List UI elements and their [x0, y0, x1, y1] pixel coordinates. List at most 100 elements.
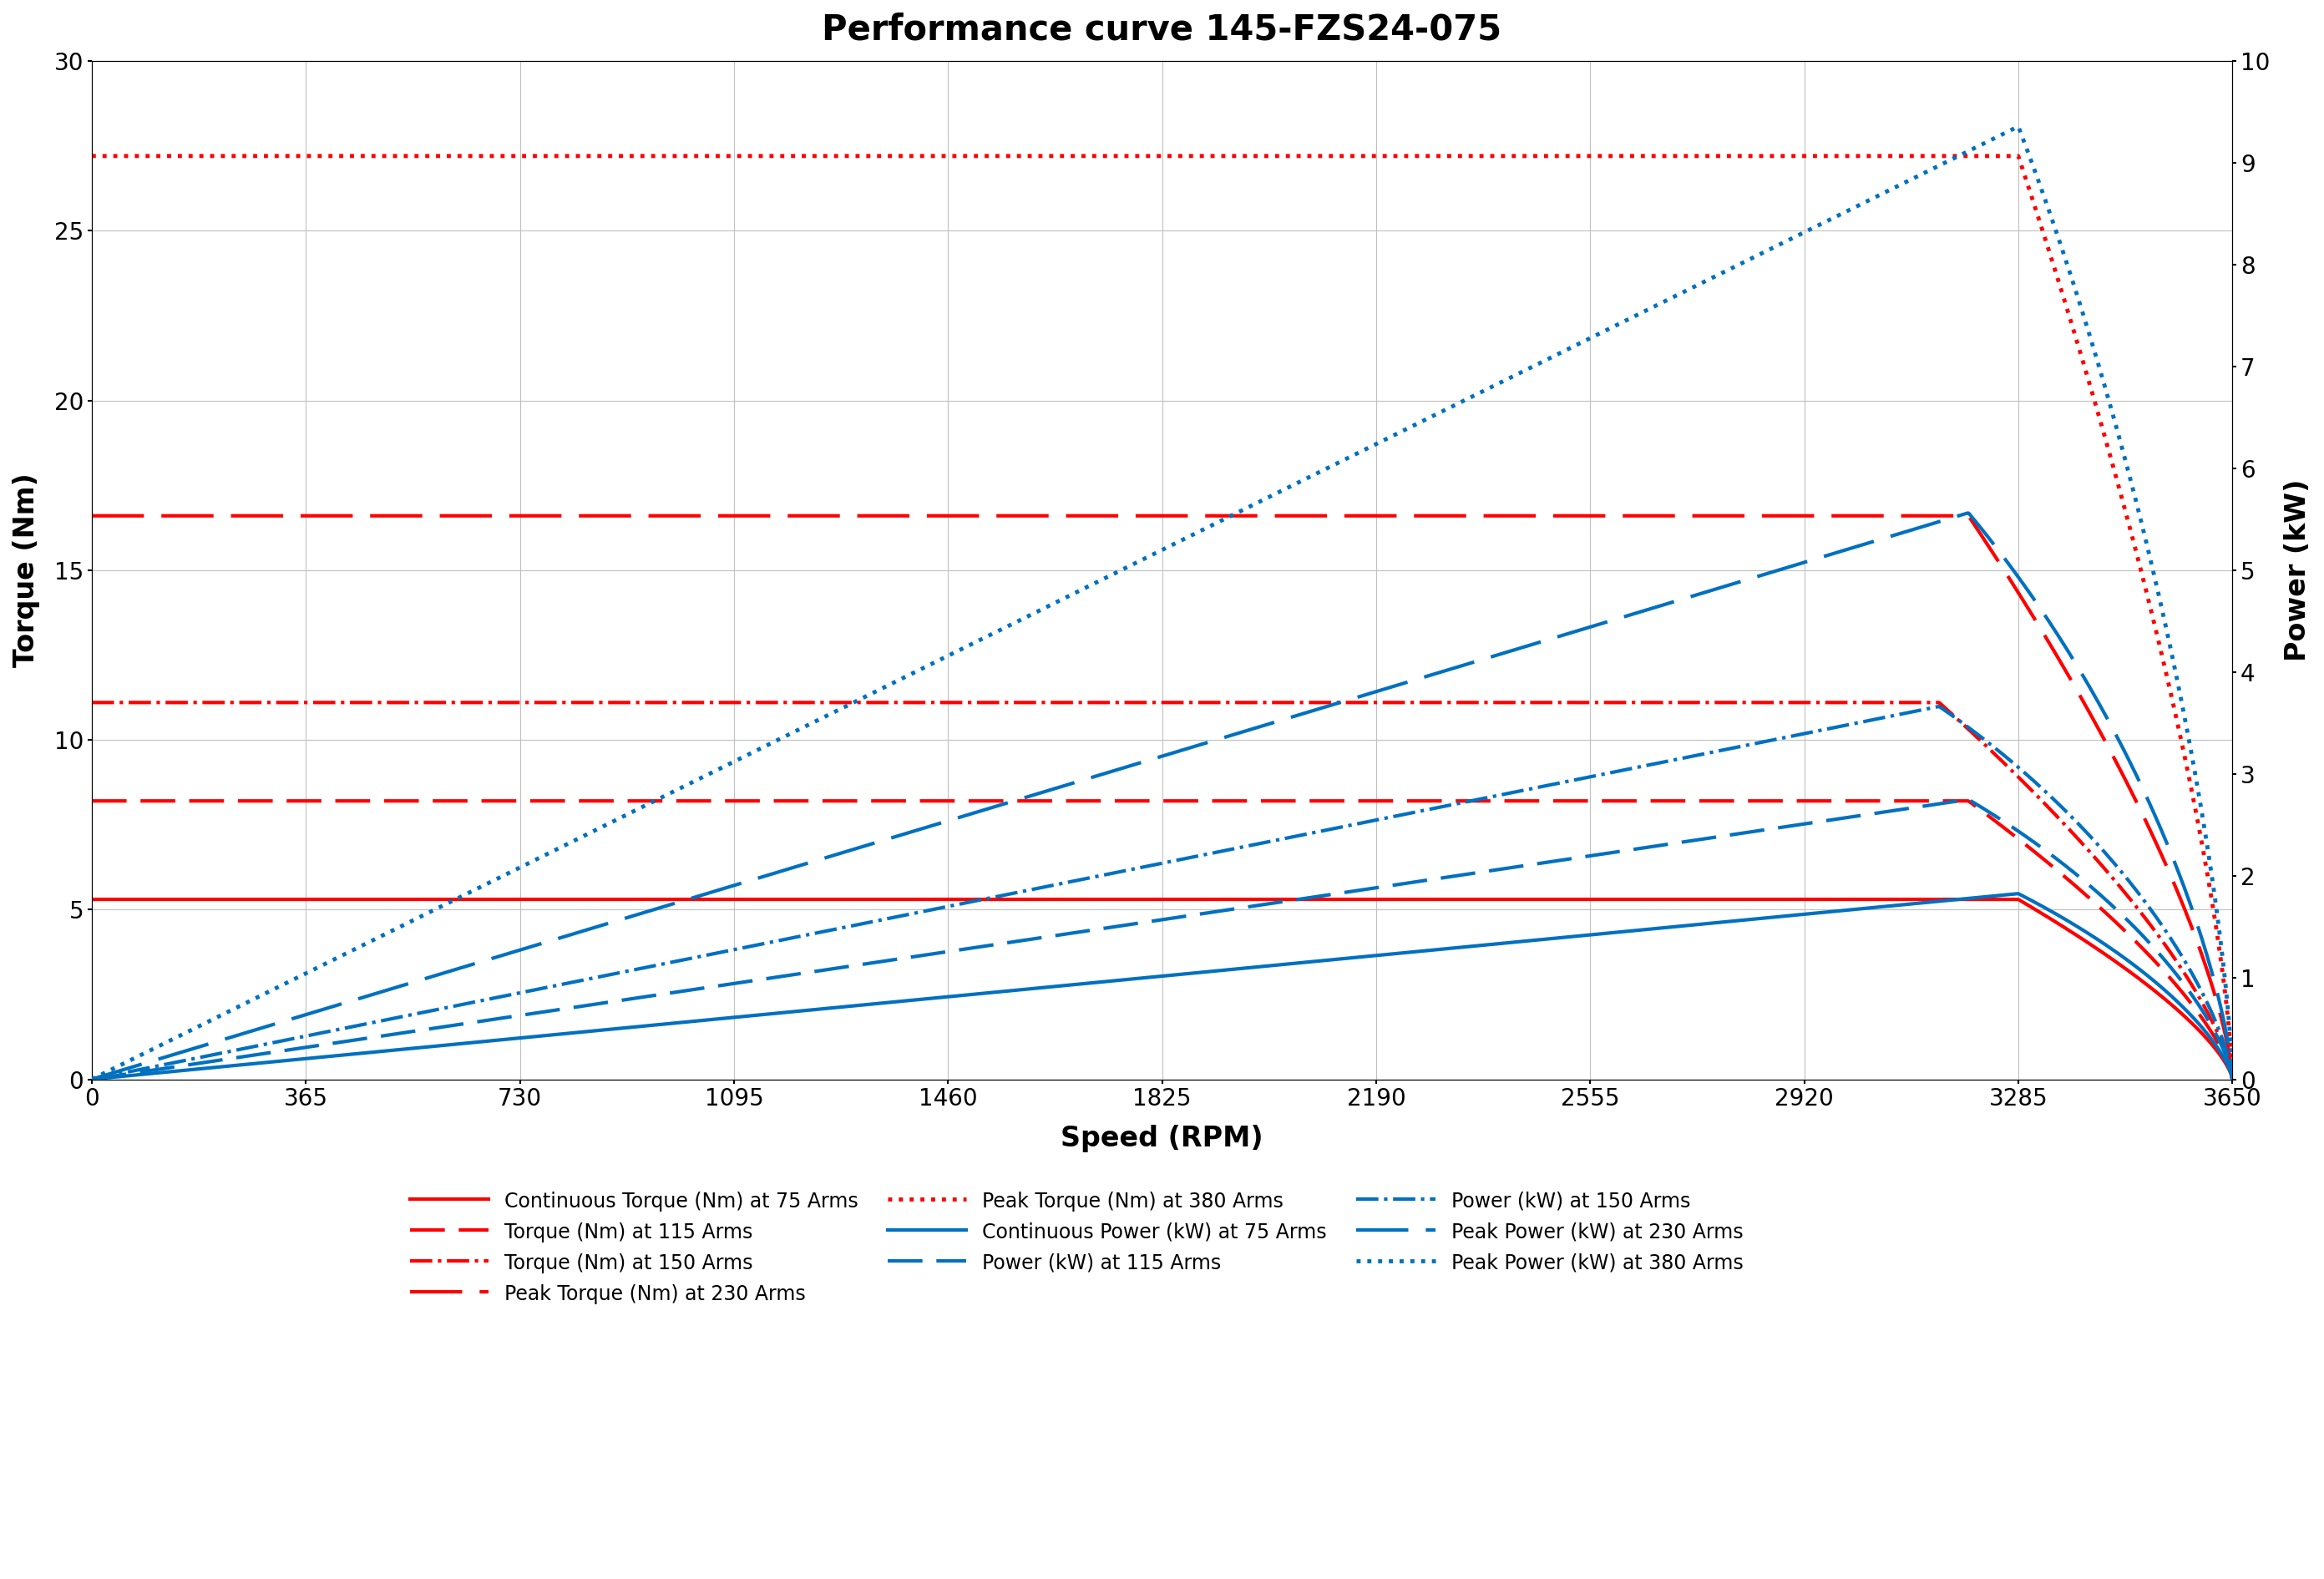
Peak Power (kW) at 380 Arms [2157, 638, 2185, 657]
Title: Performance curve 145-FZS24-075: Performance curve 145-FZS24-075 [823, 13, 1501, 47]
Power (kW) at 115 Arms [2157, 957, 2185, 976]
Peak Power (kW) at 230 Arms [2157, 845, 2185, 864]
Continuous Power (kW) at 75 Arms [186, 1060, 214, 1078]
Peak Power (kW) at 380 Arms [1062, 583, 1090, 602]
Continuous Torque (Nm) at 75 Arms [1062, 891, 1090, 910]
Torque (Nm) at 115 Arms [1062, 791, 1090, 810]
Peak Torque (Nm) at 230 Arms [1118, 507, 1146, 526]
Peak Power (kW) at 380 Arms [77, 1071, 105, 1090]
Power (kW) at 115 Arms [1954, 790, 1982, 808]
Peak Torque (Nm) at 380 Arms [2157, 682, 2185, 701]
Peak Power (kW) at 230 Arms [2157, 842, 2185, 861]
Continuous Power (kW) at 75 Arms [2219, 1071, 2247, 1090]
Peak Power (kW) at 230 Arms [2219, 1071, 2247, 1090]
Power (kW) at 115 Arms [2219, 1071, 2247, 1090]
Torque (Nm) at 150 Arms [2219, 1071, 2247, 1090]
Continuous Power (kW) at 75 Arms [1764, 908, 1792, 927]
Torque (Nm) at 115 Arms [77, 791, 105, 810]
Peak Power (kW) at 230 Arms [1954, 504, 1982, 523]
Power (kW) at 115 Arms [1764, 818, 1792, 837]
Torque (Nm) at 150 Arms [1118, 693, 1146, 712]
Power (kW) at 150 Arms [2157, 930, 2185, 949]
Power (kW) at 150 Arms [186, 1048, 214, 1067]
Continuous Torque (Nm) at 75 Arms [1118, 891, 1146, 910]
Line: Peak Power (kW) at 380 Arms: Peak Power (kW) at 380 Arms [91, 126, 2233, 1080]
Line: Continuous Torque (Nm) at 75 Arms: Continuous Torque (Nm) at 75 Arms [91, 900, 2233, 1080]
Continuous Power (kW) at 75 Arms [2003, 884, 2031, 903]
Peak Power (kW) at 380 Arms [1764, 237, 1792, 256]
Continuous Torque (Nm) at 75 Arms [186, 891, 214, 910]
Peak Torque (Nm) at 230 Arms [186, 507, 214, 526]
Continuous Torque (Nm) at 75 Arms [1764, 891, 1792, 910]
Continuous Torque (Nm) at 75 Arms [2219, 1071, 2247, 1090]
Torque (Nm) at 150 Arms [1764, 693, 1792, 712]
Torque (Nm) at 150 Arms [186, 693, 214, 712]
Peak Power (kW) at 380 Arms [186, 1015, 214, 1034]
Peak Torque (Nm) at 380 Arms [2219, 1071, 2247, 1090]
Torque (Nm) at 115 Arms [1118, 791, 1146, 810]
Continuous Torque (Nm) at 75 Arms [2154, 993, 2182, 1012]
Peak Power (kW) at 380 Arms [1118, 554, 1146, 573]
Y-axis label: Torque (Nm): Torque (Nm) [12, 474, 40, 668]
Peak Torque (Nm) at 380 Arms [2154, 677, 2182, 696]
Torque (Nm) at 115 Arms [2219, 1071, 2247, 1090]
Peak Power (kW) at 380 Arms [2157, 643, 2185, 662]
Peak Power (kW) at 230 Arms [1062, 772, 1090, 791]
Continuous Power (kW) at 75 Arms [1062, 974, 1090, 993]
Peak Power (kW) at 230 Arms [1118, 756, 1146, 775]
Peak Power (kW) at 230 Arms [186, 1037, 214, 1056]
Peak Torque (Nm) at 380 Arms [77, 147, 105, 166]
Power (kW) at 115 Arms [2157, 958, 2185, 977]
Continuous Power (kW) at 75 Arms [2157, 987, 2185, 1006]
Peak Torque (Nm) at 380 Arms [1118, 147, 1146, 166]
Peak Torque (Nm) at 380 Arms [186, 147, 214, 166]
Continuous Torque (Nm) at 75 Arms [2157, 995, 2185, 1014]
Torque (Nm) at 150 Arms [77, 693, 105, 712]
Peak Torque (Nm) at 230 Arms [77, 507, 105, 526]
Peak Power (kW) at 230 Arms [1764, 561, 1792, 579]
Power (kW) at 150 Arms [1924, 696, 1952, 715]
Peak Torque (Nm) at 230 Arms [2154, 862, 2182, 881]
Power (kW) at 150 Arms [2157, 928, 2185, 947]
Continuous Power (kW) at 75 Arms [1118, 970, 1146, 988]
Power (kW) at 115 Arms [77, 1071, 105, 1090]
Torque (Nm) at 150 Arms [2154, 941, 2182, 960]
X-axis label: Speed (RPM): Speed (RPM) [1060, 1124, 1264, 1153]
Torque (Nm) at 115 Arms [186, 791, 214, 810]
Power (kW) at 115 Arms [186, 1053, 214, 1072]
Power (kW) at 150 Arms [1062, 872, 1090, 891]
Continuous Power (kW) at 75 Arms [2157, 985, 2185, 1004]
Line: Continuous Power (kW) at 75 Arms: Continuous Power (kW) at 75 Arms [91, 894, 2233, 1080]
Torque (Nm) at 150 Arms [2157, 943, 2185, 962]
Peak Power (kW) at 380 Arms [2219, 1071, 2247, 1090]
Continuous Power (kW) at 75 Arms [77, 1071, 105, 1090]
Line: Power (kW) at 115 Arms: Power (kW) at 115 Arms [91, 799, 2233, 1080]
Power (kW) at 150 Arms [1118, 859, 1146, 878]
Peak Torque (Nm) at 230 Arms [1062, 507, 1090, 526]
Power (kW) at 115 Arms [1118, 914, 1146, 933]
Legend: Continuous Torque (Nm) at 75 Arms, Torque (Nm) at 115 Arms, Torque (Nm) at 150 A: Continuous Torque (Nm) at 75 Arms, Torqu… [400, 1181, 1752, 1314]
Torque (Nm) at 150 Arms [1062, 693, 1090, 712]
Torque (Nm) at 115 Arms [2154, 968, 2182, 987]
Peak Torque (Nm) at 230 Arms [1764, 507, 1792, 526]
Power (kW) at 150 Arms [1764, 729, 1792, 748]
Continuous Torque (Nm) at 75 Arms [77, 891, 105, 910]
Line: Peak Power (kW) at 230 Arms: Peak Power (kW) at 230 Arms [91, 513, 2233, 1080]
Line: Torque (Nm) at 115 Arms: Torque (Nm) at 115 Arms [91, 801, 2233, 1080]
Peak Torque (Nm) at 230 Arms [2157, 865, 2185, 884]
Peak Torque (Nm) at 380 Arms [1764, 147, 1792, 166]
Peak Torque (Nm) at 230 Arms [2219, 1071, 2247, 1090]
Torque (Nm) at 115 Arms [1764, 791, 1792, 810]
Power (kW) at 115 Arms [1062, 924, 1090, 943]
Peak Power (kW) at 230 Arms [77, 1071, 105, 1090]
Peak Torque (Nm) at 380 Arms [1062, 147, 1090, 166]
Line: Peak Torque (Nm) at 230 Arms: Peak Torque (Nm) at 230 Arms [91, 516, 2233, 1080]
Peak Power (kW) at 380 Arms [2003, 117, 2031, 136]
Line: Power (kW) at 150 Arms: Power (kW) at 150 Arms [91, 706, 2233, 1080]
Y-axis label: Power (kW): Power (kW) [2284, 478, 2312, 662]
Power (kW) at 150 Arms [77, 1071, 105, 1090]
Line: Torque (Nm) at 150 Arms: Torque (Nm) at 150 Arms [91, 703, 2233, 1080]
Line: Peak Torque (Nm) at 380 Arms: Peak Torque (Nm) at 380 Arms [91, 156, 2233, 1080]
Torque (Nm) at 115 Arms [2157, 968, 2185, 987]
Power (kW) at 150 Arms [2219, 1071, 2247, 1090]
